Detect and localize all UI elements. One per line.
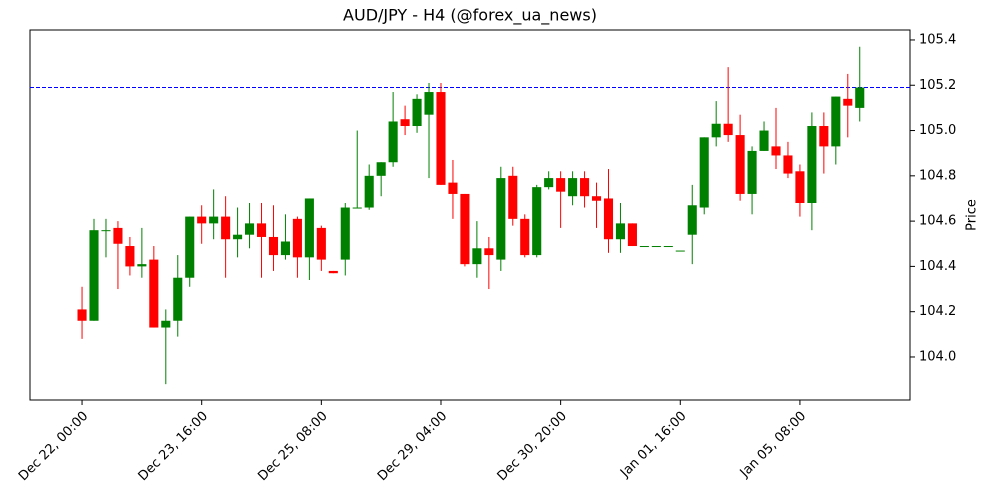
- x-tick-label: Dec 22, 00:00: [16, 409, 91, 484]
- candle-body: [771, 146, 781, 156]
- y-tick-label: 104.2: [919, 304, 956, 319]
- candle-body: [472, 248, 482, 265]
- candle-body: [639, 246, 649, 248]
- candle-body: [436, 92, 446, 185]
- candle-body: [675, 250, 685, 252]
- candle-body: [364, 175, 374, 208]
- x-tick-label: Jan 01, 16:00: [617, 409, 689, 481]
- candle-body: [448, 182, 458, 194]
- candle-body: [77, 309, 87, 321]
- candle-body: [400, 119, 410, 127]
- y-tick-label: 104.4: [919, 259, 956, 274]
- candle-body: [101, 230, 111, 232]
- y-tick-label: 104.8: [919, 168, 956, 183]
- candle-body: [185, 216, 195, 278]
- candle-body: [292, 218, 302, 258]
- y-tick-label: 105.2: [919, 78, 956, 93]
- candle-body: [125, 246, 135, 267]
- candle-body: [627, 223, 637, 247]
- candle-body: [603, 198, 614, 240]
- candle-body: [197, 216, 207, 224]
- candle-body: [699, 137, 709, 208]
- candle-body: [651, 246, 661, 248]
- y-tick-label: 104.0: [919, 349, 956, 364]
- candle-body: [149, 259, 159, 328]
- candle-body: [412, 98, 422, 127]
- candle-body: [747, 150, 757, 194]
- candle-body: [819, 126, 829, 147]
- candle-body: [484, 248, 494, 256]
- candle-body: [256, 223, 267, 237]
- candle-body: [580, 178, 590, 197]
- candle-body: [304, 198, 314, 258]
- candle-body: [843, 98, 853, 106]
- candle-body: [532, 187, 542, 256]
- y-tick-label: 104.6: [919, 214, 956, 229]
- candle-body: [340, 207, 350, 260]
- candle-body: [496, 178, 506, 260]
- x-tick-label: Dec 29, 04:00: [375, 409, 450, 484]
- x-tick-label: Dec 23, 16:00: [136, 409, 211, 484]
- candle-body: [591, 196, 602, 201]
- y-axis-label: Price: [965, 199, 980, 231]
- candle-body: [783, 155, 793, 174]
- candle-body: [520, 218, 530, 256]
- candle-body: [233, 234, 243, 240]
- candle-body: [508, 175, 518, 219]
- y-tick-label: 105.0: [919, 123, 956, 138]
- candle-body: [795, 171, 805, 203]
- candle-body: [687, 205, 697, 235]
- candle-body: [173, 277, 183, 321]
- candle-body: [615, 223, 626, 240]
- candle-body: [759, 130, 769, 151]
- candle-body: [568, 178, 578, 197]
- candle-body: [388, 121, 398, 163]
- candle-body: [663, 246, 673, 248]
- candle-body: [328, 270, 338, 274]
- candle-body: [807, 126, 817, 203]
- candle-body: [245, 223, 255, 235]
- plot-frame: [29, 29, 911, 401]
- candle-body: [113, 227, 123, 244]
- x-tick-label: Dec 30, 20:00: [495, 409, 570, 484]
- candle-body: [268, 236, 279, 256]
- candle-body: [89, 230, 99, 321]
- x-tick-label: Jan 05, 08:00: [737, 409, 809, 481]
- candle-body: [376, 162, 386, 176]
- candle-body: [735, 135, 745, 194]
- y-tick-label: 105.4: [919, 32, 956, 47]
- x-tick-label: Dec 25, 08:00: [255, 409, 330, 484]
- candle-body: [711, 123, 721, 138]
- candle-body: [352, 207, 362, 209]
- candle-body: [424, 92, 434, 115]
- candle-body: [556, 178, 566, 192]
- candle-body: [316, 227, 326, 260]
- candle-body: [209, 216, 219, 224]
- chart-title: AUD/JPY - H4 (@forex_ua_news): [343, 6, 597, 26]
- candle-body: [221, 216, 231, 240]
- candle-body: [723, 123, 733, 136]
- candle-body: [544, 178, 554, 188]
- candle-body: [460, 193, 470, 265]
- candle-body: [831, 96, 841, 147]
- candle-body: [161, 320, 171, 328]
- candle-body: [280, 241, 290, 256]
- candle-body: [855, 87, 865, 108]
- candle-body: [137, 264, 147, 267]
